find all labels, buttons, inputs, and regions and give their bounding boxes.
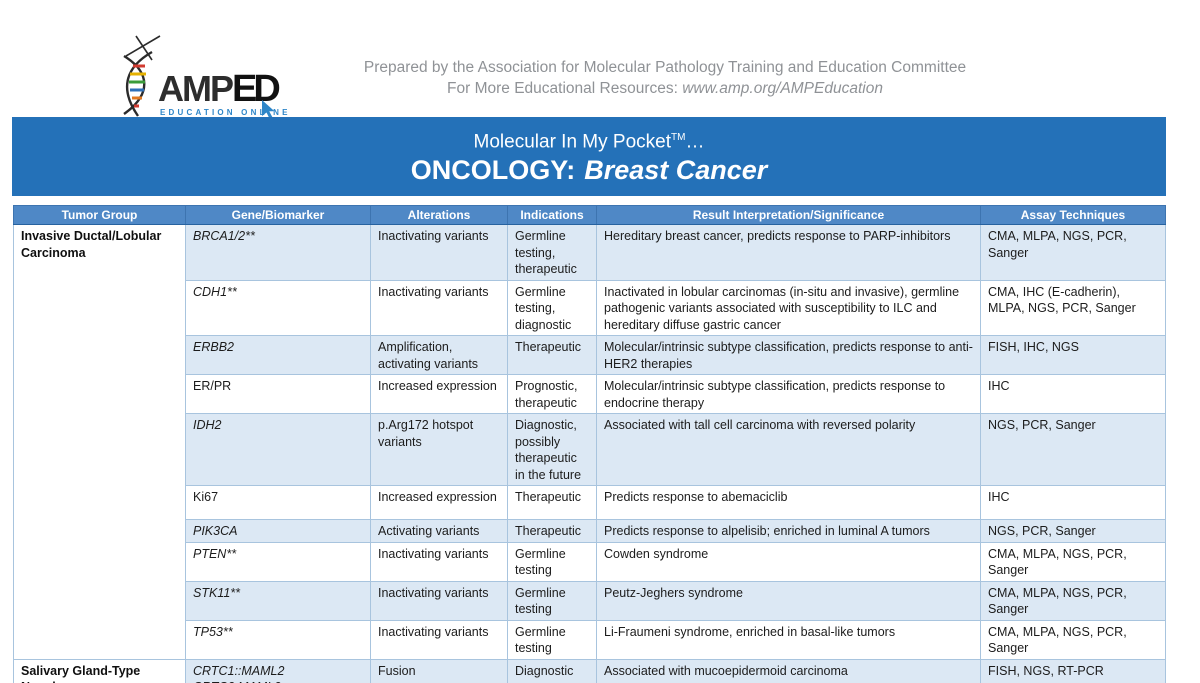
indications-cell: Germline testing xyxy=(507,619,597,660)
cursor-arrow-icon xyxy=(262,100,275,119)
dna-helix-icon xyxy=(123,35,161,117)
indications-cell: Diagnostic, possibly therapeutic in the … xyxy=(507,413,597,486)
interpretation-cell: Associated with tall cell carcinoma with… xyxy=(596,413,981,486)
table-row: TP53** Inactivating variants Germline te… xyxy=(14,619,1166,660)
col-header-assay-techniques: Assay Techniques xyxy=(980,205,1166,225)
gene-cell: ER/PR xyxy=(185,374,371,414)
interpretation-cell: Peutz-Jeghers syndrome xyxy=(596,580,981,621)
assays-cell: NGS, PCR, Sanger xyxy=(980,519,1166,543)
interpretation-cell: Li-Fraumeni syndrome, enriched in basal-… xyxy=(596,619,981,660)
table-header-row: Tumor Group Gene/Biomarker Alterations I… xyxy=(13,205,1166,225)
interpretation-cell: Associated with mucoepidermoid carcinoma xyxy=(596,658,981,683)
alterations-cell: Inactivating variants xyxy=(370,580,508,621)
alterations-cell: Increased expression xyxy=(370,485,508,520)
interpretation-cell: Hereditary breast cancer, predicts respo… xyxy=(596,224,981,281)
banner-title-main: Molecular In My Pocket xyxy=(473,131,671,153)
table-row: IDH2 p.Arg172 hotspot variants Diagnosti… xyxy=(14,413,1166,486)
assays-cell: FISH, IHC, NGS xyxy=(980,335,1166,375)
alterations-cell: Inactivating variants xyxy=(370,224,508,281)
alterations-cell: Increased expression xyxy=(370,374,508,414)
alterations-cell: Inactivating variants xyxy=(370,619,508,660)
tumor-group-cell: Salivary Gland-Type Neoplasms xyxy=(13,658,186,683)
banner-title-suffix: … xyxy=(685,131,705,153)
table-row: ER/PR Increased expression Prognostic, t… xyxy=(14,374,1166,414)
alterations-cell: Activating variants xyxy=(370,519,508,543)
indications-cell: Germline testing, diagnostic xyxy=(507,279,597,336)
table-row: CDH1** Inactivating variants Germline te… xyxy=(14,279,1166,336)
prepared-by-text: Prepared by the Association for Molecula… xyxy=(363,59,967,76)
assays-cell: CMA, MLPA, NGS, PCR, Sanger xyxy=(980,580,1166,621)
alterations-cell: Fusion xyxy=(370,658,508,683)
logo-subtitle: EDUCATION ONLINE xyxy=(160,108,291,117)
tumor-group-cell: Invasive Ductal/Lobular Carcinoma xyxy=(13,224,186,660)
table-row: Invasive Ductal/Lobular Carcinoma BRCA1/… xyxy=(13,224,1166,660)
assays-cell: IHC xyxy=(980,485,1166,520)
col-header-gene-biomarker: Gene/Biomarker xyxy=(185,205,371,225)
amp-education-logo: AMPED EDUCATION ONLINE xyxy=(112,34,292,119)
interpretation-cell: Molecular/intrinsic subtype classificati… xyxy=(596,335,981,375)
col-header-result-interpretation: Result Interpretation/Significance xyxy=(596,205,981,225)
table-row: PTEN** Inactivating variants Germline te… xyxy=(14,541,1166,582)
assays-cell: CMA, IHC (E-cadherin), MLPA, NGS, PCR, S… xyxy=(980,279,1166,336)
logo-wordmark: AMPED xyxy=(158,68,281,111)
interpretation-cell: Cowden syndrome xyxy=(596,541,981,582)
indications-cell: Therapeutic xyxy=(507,485,597,520)
prepared-by-block: Prepared by the Association for Molecula… xyxy=(300,57,1030,99)
gene-cell: PIK3CA xyxy=(185,519,371,543)
gene-cell: IDH2 xyxy=(185,413,371,486)
gene-cell: CRTC1::MAML2 CRTC3:MAML2 xyxy=(185,658,371,683)
gene-fusion-line1: CRTC1::MAML2 xyxy=(193,663,285,678)
banner-subtitle-label: ONCOLOGY: xyxy=(410,155,576,186)
indications-cell: Germline testing xyxy=(507,580,597,621)
alterations-cell: p.Arg172 hotspot variants xyxy=(370,413,508,486)
gene-fusion-line2: CRTC3:MAML2 xyxy=(193,679,364,683)
assays-cell: CMA, MLPA, NGS, PCR, Sanger xyxy=(980,541,1166,582)
interpretation-cell: Predicts response to alpelisib; enriched… xyxy=(596,519,981,543)
logo-amp-text: AMP xyxy=(158,68,234,109)
indications-cell: Germline testing, therapeutic xyxy=(507,224,597,281)
table-row: Salivary Gland-Type Neoplasms CRTC1::MAM… xyxy=(13,658,1166,683)
logo-ed-text: ED xyxy=(232,68,281,110)
alterations-cell: Amplification, activating variants xyxy=(370,335,508,375)
gene-cell: Ki67 xyxy=(185,485,371,520)
col-header-indications: Indications xyxy=(507,205,597,225)
gene-cell: ERBB2 xyxy=(185,335,371,375)
alterations-cell: Inactivating variants xyxy=(370,279,508,336)
table-row: STK11** Inactivating variants Germline t… xyxy=(14,580,1166,621)
gene-cell: CDH1** xyxy=(185,279,371,336)
resources-url: www.amp.org/AMPEducation xyxy=(682,80,883,97)
gene-cell: PTEN** xyxy=(185,541,371,582)
gene-cell: BRCA1/2** xyxy=(185,224,371,281)
assays-cell: IHC xyxy=(980,374,1166,414)
indications-cell: Therapeutic xyxy=(507,335,597,375)
resources-prefix: For More Educational Resources: xyxy=(447,80,683,97)
table-row: ERBB2 Amplification, activating variants… xyxy=(14,335,1166,375)
table-row: Ki67 Increased expression Therapeutic Pr… xyxy=(14,485,1166,520)
assays-cell: NGS, PCR, Sanger xyxy=(980,413,1166,486)
interpretation-cell: Predicts response to abemaciclib xyxy=(596,485,981,520)
indications-cell: Therapeutic xyxy=(507,519,597,543)
alterations-cell: Inactivating variants xyxy=(370,541,508,582)
table-row: PIK3CA Activating variants Therapeutic P… xyxy=(14,519,1166,543)
col-header-tumor-group: Tumor Group xyxy=(13,205,186,225)
biomarker-table: Tumor Group Gene/Biomarker Alterations I… xyxy=(13,205,1166,683)
resources-text: For More Educational Resources: www.amp.… xyxy=(300,78,1030,99)
indications-cell: Germline testing xyxy=(507,541,597,582)
assays-cell: FISH, NGS, RT-PCR xyxy=(980,658,1166,683)
trademark-symbol: TM xyxy=(671,132,686,143)
banner-subtitle: ONCOLOGY: Breast Cancer xyxy=(12,154,1166,187)
banner-series-title: Molecular In My PocketTM… xyxy=(12,117,1166,154)
banner-subtitle-value: Breast Cancer xyxy=(584,155,768,186)
indications-cell: Diagnostic xyxy=(507,658,597,683)
assays-cell: CMA, MLPA, NGS, PCR, Sanger xyxy=(980,619,1166,660)
indications-cell: Prognostic, therapeutic xyxy=(507,374,597,414)
col-header-alterations: Alterations xyxy=(370,205,508,225)
interpretation-cell: Molecular/intrinsic subtype classificati… xyxy=(596,374,981,414)
title-banner: Molecular In My PocketTM… ONCOLOGY: Breas… xyxy=(12,117,1166,196)
assays-cell: CMA, MLPA, NGS, PCR, Sanger xyxy=(980,224,1166,281)
gene-cell: TP53** xyxy=(185,619,371,660)
gene-cell: STK11** xyxy=(185,580,371,621)
interpretation-cell: Inactivated in lobular carcinomas (in-si… xyxy=(596,279,981,336)
